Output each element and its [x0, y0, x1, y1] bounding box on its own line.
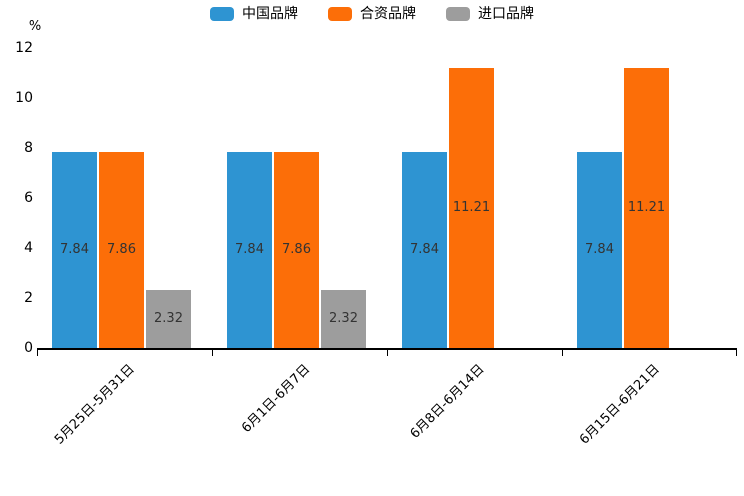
x-axis-tick [37, 350, 38, 356]
x-axis-line [37, 348, 737, 350]
bar: 7.84 [577, 152, 622, 348]
legend-swatch-icon [210, 7, 234, 21]
plot-area: 7.84 7.86 2.32 5月25日-5月31日 7.84 7.86 2.32 6月1日-… [37, 48, 737, 448]
y-tick-label: 8 [24, 140, 33, 156]
x-axis-tick [736, 350, 737, 356]
legend-item[interactable]: 中国品牌 [210, 6, 298, 22]
x-category-label: 6月1日-6月7日 [238, 361, 313, 436]
legend-item[interactable]: 进口品牌 [446, 6, 534, 22]
x-category-label: 6月15日-6月21日 [577, 361, 663, 448]
y-tick-label: 0 [24, 340, 33, 356]
bar: 7.86 [274, 151, 319, 348]
bar: 7.84 [227, 152, 272, 348]
bar-value-label: 2.32 [329, 311, 358, 326]
bar: 11.21 [449, 67, 494, 348]
bar: 2.32 [321, 290, 366, 348]
legend-label: 合资品牌 [360, 6, 416, 22]
x-category-label: 5月25日-5月31日 [52, 361, 138, 448]
x-axis-tick [387, 350, 388, 356]
bar-value-label: 7.84 [60, 242, 89, 257]
bar-value-label: 11.21 [627, 199, 666, 215]
legend-label: 中国品牌 [242, 6, 298, 22]
bar-value-label: 7.84 [410, 242, 439, 257]
y-tick-label: 4 [24, 240, 33, 256]
bar-value-label: 7.86 [282, 241, 311, 257]
y-tick-label: 12 [15, 40, 33, 56]
bar-value-label: 7.84 [585, 242, 614, 257]
y-axis: 0 2 4 6 8 10 12 [0, 40, 33, 356]
legend-label: 进口品牌 [478, 6, 534, 22]
x-category-label: 6月8日-6月14日 [407, 361, 488, 442]
bar: 7.84 [402, 152, 447, 348]
chart-legend: 中国品牌 合资品牌 进口品牌 [0, 6, 744, 22]
bar-value-label: 2.32 [154, 311, 183, 326]
bar-value-label: 7.84 [235, 242, 264, 257]
bar: 7.86 [99, 151, 144, 348]
bar: 7.84 [52, 152, 97, 348]
bar-value-label: 7.86 [107, 241, 136, 257]
y-tick-label: 6 [24, 190, 33, 206]
y-tick-label: 10 [15, 90, 33, 106]
bar-value-label: 11.21 [452, 199, 491, 215]
bar: 2.32 [146, 290, 191, 348]
legend-item[interactable]: 合资品牌 [328, 6, 416, 22]
legend-swatch-icon [446, 7, 470, 21]
x-axis-tick [212, 350, 213, 356]
bar: 11.21 [624, 67, 669, 348]
x-axis-tick [562, 350, 563, 356]
legend-swatch-icon [328, 7, 352, 21]
y-axis-unit-label: % [28, 19, 42, 34]
y-tick-label: 2 [24, 290, 33, 306]
